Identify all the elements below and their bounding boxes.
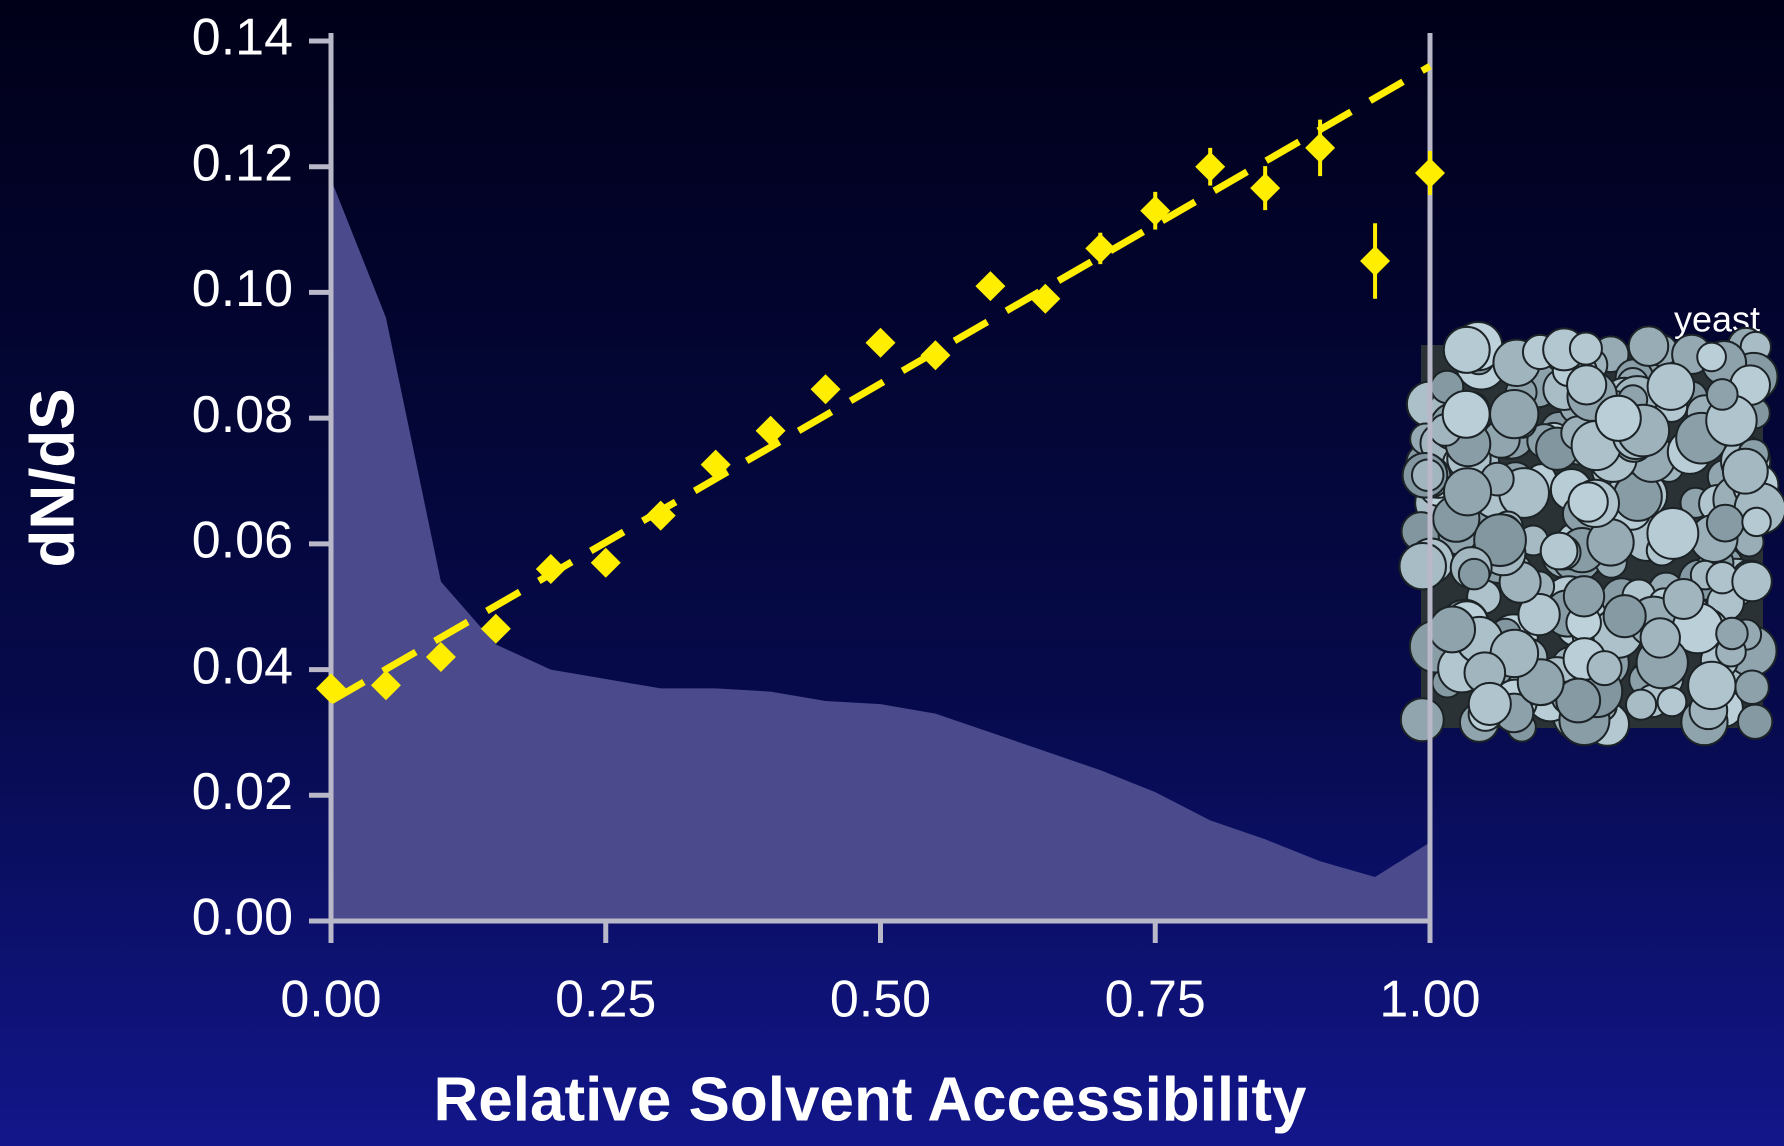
yeast-cell [1723,449,1768,494]
y-tick-label: 0.06 [192,512,293,570]
yeast-cell [1469,683,1511,725]
y-tick-label: 0.10 [192,260,293,318]
yeast-cell [1647,508,1698,559]
x-tick-label: 0.50 [830,971,931,1029]
x-tick-label: 0.25 [555,971,656,1029]
yeast-photo [1400,322,1784,746]
yeast-cell [1400,543,1446,589]
yeast-cell [1732,562,1772,602]
chart: yeast Relative Solvent Accessibility dN/… [0,0,1784,1146]
y-axis-label: dN/dS [18,388,87,567]
yeast-cell [1490,390,1538,438]
yeast-cell [1716,618,1747,649]
yeast-cell [1735,670,1768,703]
y-tick-label: 0.04 [192,637,293,695]
y-tick-label: 0.00 [192,889,293,947]
yeast-cell [1688,662,1735,709]
yeast-cell [1459,559,1490,590]
x-axis-label: Relative Solvent Accessibility [434,1065,1307,1134]
y-tick-label: 0.02 [192,763,293,821]
yeast-cell [1444,327,1490,373]
yeast-cell [1567,365,1606,404]
yeast-cell [1443,391,1490,438]
yeast-cell [1401,698,1444,741]
yeast-cell [1648,363,1695,410]
yeast-cell [1641,618,1680,657]
yeast-cell [1596,396,1641,441]
yeast-cell [1697,343,1726,372]
x-tick-label: 0.00 [280,971,381,1029]
yeast-cell [1626,690,1656,720]
yeast-cell [1742,508,1770,536]
yeast-cell [1541,533,1578,570]
y-tick-label: 0.08 [192,386,293,444]
yeast-cell [1658,687,1687,716]
yeast-cell [1707,379,1738,410]
x-tick-label: 0.75 [1105,971,1206,1029]
yeast-cell [1604,595,1646,637]
yeast-cell [1569,482,1608,521]
y-tick-label: 0.14 [192,9,293,67]
yeast-cell [1707,505,1744,542]
yeast-cell [1570,333,1602,365]
y-tick-label: 0.12 [192,134,293,192]
page: yeast Relative Solvent Accessibility dN/… [0,0,1784,1146]
yeast-cell [1629,326,1669,366]
yeast-cell [1588,651,1622,685]
yeast-cell [1738,705,1772,739]
yeast-cell [1564,576,1604,616]
yeast-cell [1444,468,1491,515]
yeast-cell [1664,579,1704,619]
yeast-cell [1429,607,1475,653]
x-tick-label: 1.00 [1379,971,1480,1029]
